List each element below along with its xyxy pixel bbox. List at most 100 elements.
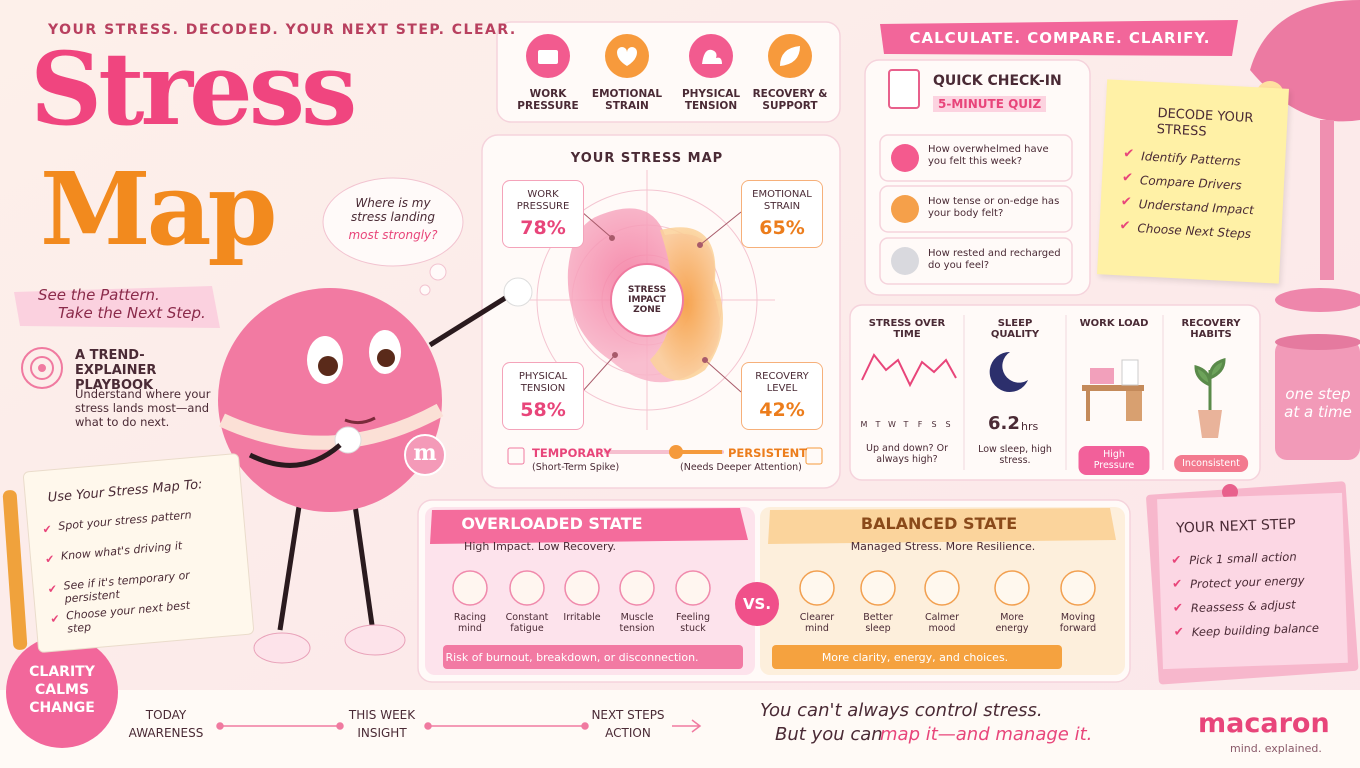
- panels-part: [879, 185, 1073, 233]
- day-label: S: [945, 420, 951, 429]
- timeline-line-part: [581, 722, 589, 730]
- timeline-when: NEXT STEPS: [591, 708, 665, 722]
- title-line: Map: [40, 150, 277, 268]
- map-center: STRESS IMPACT ZONE: [627, 285, 667, 315]
- check: ✔: [47, 582, 58, 597]
- desk-part: [1126, 391, 1142, 421]
- notepad-item: Know what's driving it: [60, 539, 183, 563]
- check: ✔: [1173, 624, 1185, 639]
- driver-icons: [526, 34, 812, 78]
- thought-bubble-part: [322, 177, 464, 267]
- badge-text: CLARITY: [29, 664, 95, 680]
- quote-line: But you can: [775, 724, 883, 745]
- mascot-part: [277, 499, 375, 631]
- next-step-item: Protect your energy: [1189, 573, 1305, 592]
- timeline-line-part: [216, 722, 224, 730]
- mug: [1275, 334, 1360, 460]
- bubble-text: Where is my stress landing: [350, 196, 436, 225]
- timeline-line: [216, 719, 702, 733]
- day-label: F: [917, 420, 923, 429]
- mascot-part: [344, 624, 406, 656]
- driver-label: WORK PRESSURE: [517, 88, 579, 112]
- mascot-part: [344, 416, 376, 425]
- lamp-part: [1275, 288, 1360, 312]
- next-step-note: YOUR NEXT STEP ✔ Pick 1 small action ✔ Prote…: [1157, 492, 1348, 670]
- notepad-item: Spot your stress pattern: [57, 508, 193, 533]
- symptom: Feeling stuck: [676, 612, 710, 635]
- desk-part: [1082, 385, 1144, 391]
- playbook-title: A TREND-EXPLAINER PLAYBOOK: [75, 348, 157, 393]
- decode-item: Compare Drivers: [1139, 173, 1242, 193]
- comparison-bg-part: [768, 508, 1116, 544]
- check: ✔: [1120, 194, 1133, 210]
- comparison-bg-part-part: [452, 570, 488, 606]
- subtitle: See the Pattern.: [38, 286, 160, 304]
- symptom: Irritable: [563, 612, 601, 623]
- map-connectors-part: [704, 359, 742, 393]
- check: ✔: [1172, 600, 1184, 615]
- desk-part: [1090, 368, 1114, 384]
- insight-dividers: [963, 315, 1164, 470]
- banner-brush: [880, 20, 1238, 56]
- mascot-badge: m: [413, 440, 437, 466]
- subtitle-brush: [14, 286, 220, 328]
- symptom: Constant fatigue: [505, 612, 549, 635]
- zone-box: WORK PRESSURE 78%: [502, 180, 584, 248]
- state-outcome: Risk of burnout, breakdown, or disconnec…: [445, 651, 699, 664]
- next-step-item: Keep building balance: [1191, 620, 1320, 640]
- comparison-bg-part: [443, 645, 743, 669]
- quiz-icons-part: [891, 247, 919, 275]
- state-title: BALANCED STATE: [860, 514, 1018, 533]
- zone-box: EMOTIONAL STRAIN 65%: [741, 180, 823, 248]
- brand-tagline: mind. explained.: [1230, 742, 1322, 755]
- driver-icons-part: [780, 46, 800, 66]
- check: ✔: [1121, 170, 1134, 186]
- sleep-unit: hrs: [1021, 420, 1039, 433]
- check: ✔: [1119, 218, 1131, 234]
- decode-note: DECODE YOUR STRESS ✔ Identify Patterns ✔ Com…: [1097, 79, 1289, 284]
- quote-emphasis: map it—and manage it.: [880, 724, 1093, 745]
- moon: [989, 351, 1028, 392]
- timeline-what: AWARENESS: [128, 726, 204, 740]
- mug-part: [1275, 334, 1360, 350]
- map-connectors-part: [581, 211, 613, 239]
- pencil: [2, 490, 28, 650]
- map-connectors-part: [612, 352, 618, 358]
- lamp-part: [1320, 120, 1334, 280]
- mug-text: one step at a time: [1284, 385, 1352, 421]
- zone-label: PHYSICAL TENSION: [518, 371, 568, 394]
- day-label: T: [875, 420, 881, 429]
- mascot-part: [219, 403, 444, 450]
- scale-note: (Short-Term Spike): [532, 462, 620, 473]
- thought-bubble-part: [429, 263, 447, 281]
- impact-center: [610, 263, 684, 337]
- mascot-part: [218, 288, 442, 512]
- timeline-line-part: [424, 722, 432, 730]
- comparison-bg-part: [799, 570, 1096, 606]
- scale-slider-part: [507, 447, 525, 465]
- desk-part: [1121, 359, 1139, 386]
- mascot-part: [404, 434, 446, 476]
- check: ✔: [44, 552, 55, 567]
- scale-slider-part: [805, 447, 823, 465]
- banner: CALCULATE. COMPARE. CLARIFY.: [909, 29, 1211, 47]
- driver-icons-part: [702, 49, 722, 64]
- driver-label: PHYSICAL TENSION: [681, 88, 741, 112]
- scale-note: (Needs Deeper Attention): [680, 462, 802, 473]
- panels-part: [879, 237, 1073, 285]
- symptom: Moving forward: [1059, 612, 1097, 635]
- mug-part: [1275, 340, 1360, 460]
- timeline-line-part: [336, 722, 344, 730]
- desk-part: [1086, 391, 1090, 421]
- comparison-bg-part: [452, 570, 711, 606]
- symptom: Racing mind: [453, 612, 487, 635]
- plant: [1194, 358, 1226, 438]
- day-label: S: [931, 420, 937, 429]
- quiz-tag: 5-MINUTE QUIZ: [933, 96, 1047, 112]
- notepad: Use Your Stress Map To: Spot your stress …: [22, 452, 255, 654]
- decode-item: Choose Next Steps: [1137, 221, 1252, 242]
- insight-note: Up and down? Or always high?: [866, 443, 948, 466]
- zone-value: 42%: [759, 399, 805, 421]
- blob-orange: [650, 227, 723, 381]
